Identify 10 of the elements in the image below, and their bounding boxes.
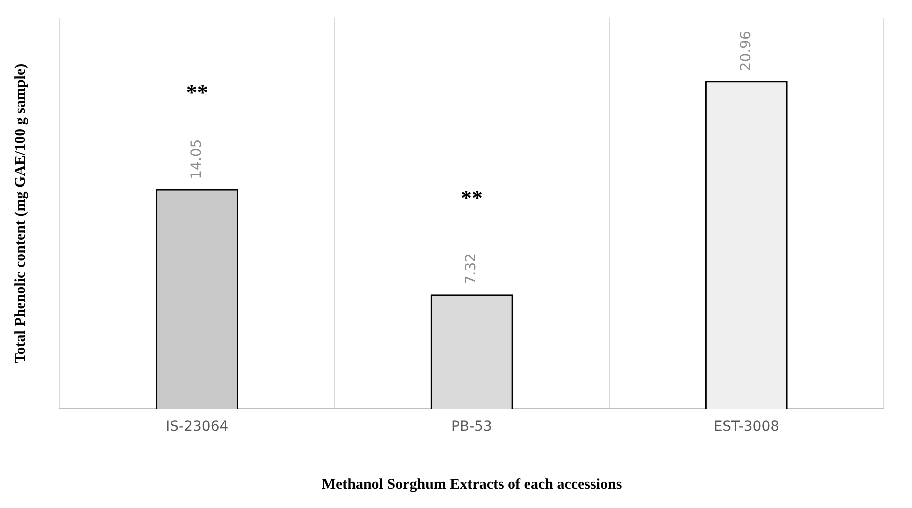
- annotation: **: [186, 80, 208, 106]
- x-tick-label: EST-3008: [714, 419, 780, 436]
- x-axis-title: Methanol Sorghum Extracts of each accessions: [322, 476, 622, 493]
- data-label: 20.96: [738, 31, 754, 72]
- x-tick-label: PB-53: [452, 419, 492, 436]
- data-label: 7.32: [464, 253, 480, 285]
- x-tick-label: IS-23064: [166, 419, 229, 436]
- annotation: **: [461, 185, 483, 210]
- data-label: 14.05: [188, 139, 205, 180]
- y-axis-title: Total Phenolic content (mg GAE/100 g sample): [12, 64, 29, 364]
